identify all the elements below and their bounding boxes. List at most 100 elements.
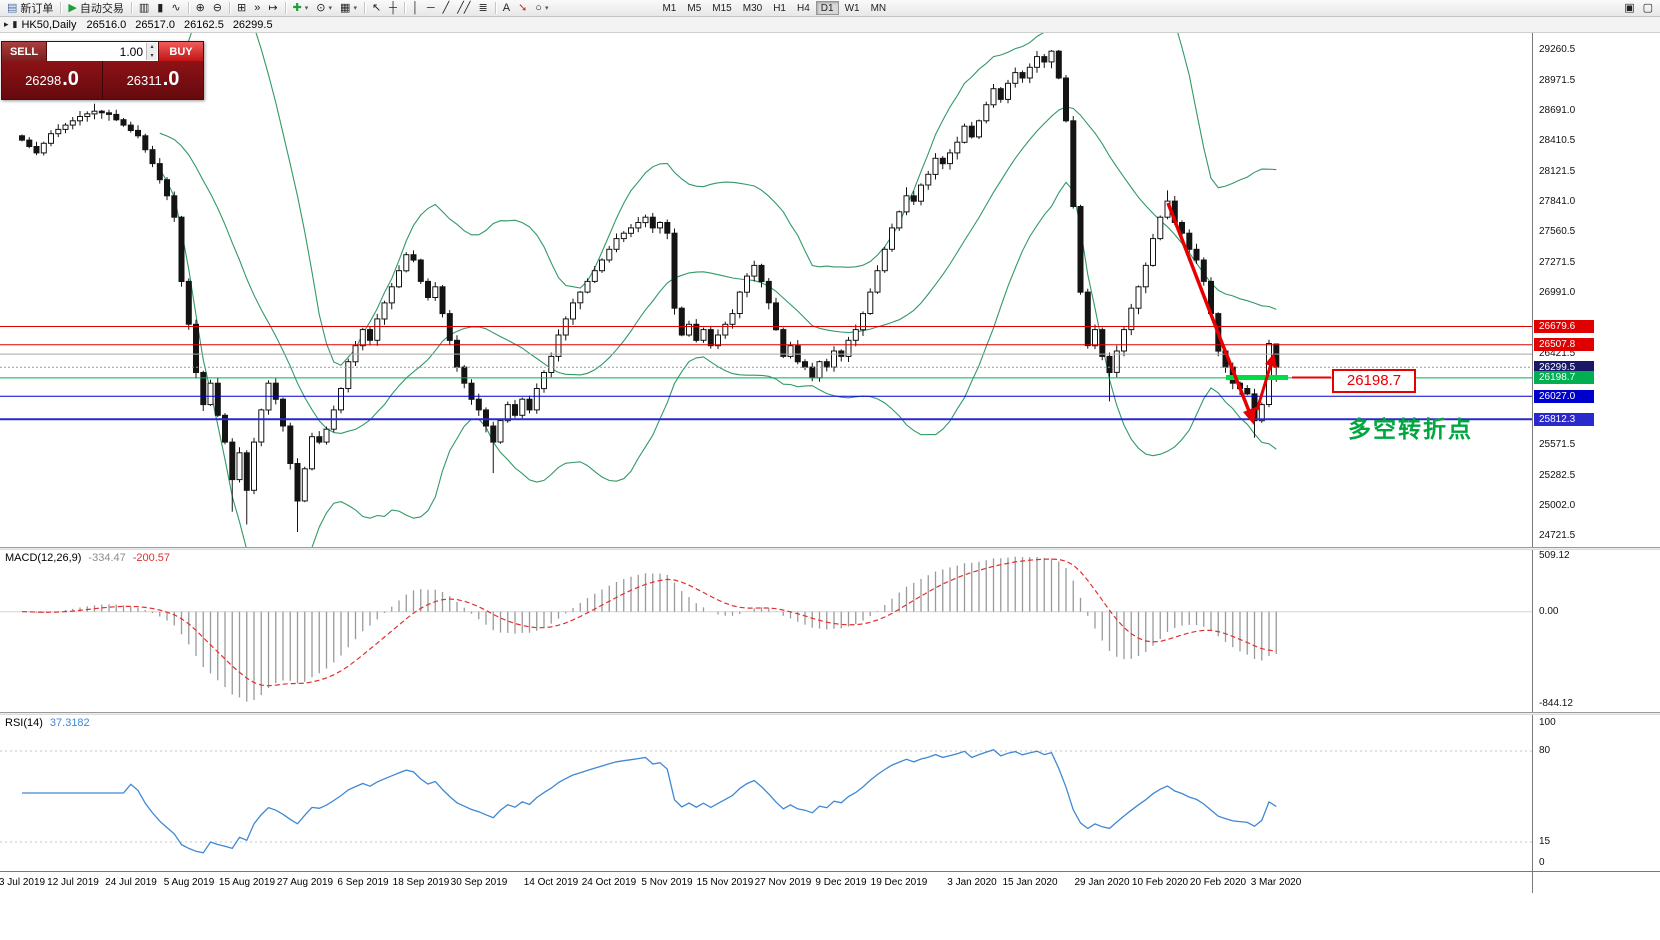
chart-title-bar: ▸ ▮ HK50,Daily 26516.0 26517.0 26162.5 2… (0, 17, 1660, 33)
downtrend-arrowhead (1243, 407, 1256, 425)
timeframe-d1[interactable]: D1 (815, 1, 839, 15)
cursor-button[interactable]: ↖ (368, 1, 385, 16)
panel-splitter[interactable] (0, 712, 1660, 715)
auto-trading-button[interactable]: ▶ 自动交易 (64, 1, 127, 16)
arrows-button[interactable]: ➘ (514, 1, 531, 16)
trendline-button[interactable]: ╱ (439, 1, 454, 16)
candlestick-chart-button[interactable]: ▮ (153, 1, 167, 16)
auto-scroll-button[interactable]: » (250, 1, 264, 16)
zoom-in-button[interactable]: ⊕ (192, 1, 209, 16)
vertical-line-button[interactable]: │ (408, 1, 423, 16)
chart-shift-icon: ↦ (268, 1, 278, 14)
timeframe-m1[interactable]: M1 (662, 3, 677, 14)
rsi-chart (0, 748, 1532, 854)
chart-shift-button[interactable]: ↦ (264, 1, 281, 16)
timeframe-m5[interactable]: M5 (687, 3, 702, 14)
date-tick-label: 3 Jul 2019 (0, 877, 46, 888)
one-click-trading-panel: SELL ▴ ▾ BUY 26298 .0 26311 (1, 41, 204, 100)
turning-point-text[interactable]: 多空转折点 (1348, 416, 1473, 442)
tile-windows-button[interactable]: ⊞ (233, 1, 250, 16)
macd-chart (0, 556, 1532, 702)
date-tick-label: 9 Dec 2019 (815, 877, 867, 888)
rsi-axis-label: 100 (1539, 717, 1556, 728)
new-order-button[interactable]: ▤ 新订单 (3, 1, 57, 16)
volume-input[interactable] (47, 42, 158, 61)
periods-button[interactable]: ⊙ ▾ (312, 1, 336, 16)
zoom-out-icon: ⊖ (212, 1, 222, 14)
price-axis-label: 25282.5 (1539, 470, 1576, 481)
buy-price: 26311 (126, 72, 162, 88)
date-tick-label: 29 Jan 2020 (1074, 877, 1130, 888)
main-chart-panel[interactable]: 29260.5 28971.5 28691.0 28410.5 28121.5 27841… (0, 33, 1660, 547)
sell-button[interactable]: SELL (2, 42, 47, 61)
candlestick-chart-icon: ▮ (157, 1, 164, 14)
zoom-out-button[interactable]: ⊖ (209, 1, 226, 16)
toolbar-button-label: 新订单 (20, 3, 54, 15)
collapse-arrow-icon[interactable]: ▸ (4, 19, 9, 29)
equidistant-channel-button[interactable]: ╱╱ (453, 1, 474, 16)
date-tick-label: 10 Feb 2020 (1131, 877, 1189, 888)
toolbar-separator (494, 2, 496, 14)
line-chart-icon: ∿ (171, 1, 181, 14)
price-axis-label: 27271.5 (1539, 257, 1576, 268)
volume-up-button[interactable]: ▴ (147, 43, 157, 52)
templates-button[interactable]: ▦ ▾ (336, 1, 361, 16)
new-chart-window-icon: ▢ (1642, 1, 1653, 14)
date-tick-label: 5 Nov 2019 (641, 877, 693, 888)
price-axis-label: 26991.0 (1539, 287, 1576, 298)
timeframe-m30[interactable]: M30 (742, 3, 763, 14)
buy-price-area[interactable]: 26311 .0 (103, 61, 203, 99)
toolbar-separator (363, 2, 365, 14)
toolbar-separator (60, 2, 62, 14)
downtrend-arrow[interactable] (1166, 202, 1251, 412)
price-flag[interactable]: 26198.7 (1332, 369, 1416, 393)
bounce-arrow[interactable] (1255, 363, 1273, 411)
price-axis-label: 26421.5 (1539, 348, 1576, 359)
timeframe-h4[interactable]: H4 (796, 3, 810, 14)
timeframe-m15[interactable]: M15 (712, 3, 732, 14)
volume-down-button[interactable]: ▾ (147, 51, 157, 60)
timeframe-h1[interactable]: H1 (773, 3, 786, 14)
buy-button[interactable]: BUY (158, 42, 203, 61)
text-label-button[interactable]: A (499, 1, 514, 16)
price-axis-tag[interactable]: 26507.8 (1534, 338, 1594, 351)
date-tick-label: 20 Feb 2020 (1189, 877, 1247, 888)
timeframe-w1[interactable]: W1 (844, 3, 860, 14)
price-axis-tag[interactable]: 26299.5 (1534, 361, 1594, 374)
panel-splitter[interactable] (0, 547, 1660, 550)
price-axis-tag[interactable]: 25812.3 (1534, 413, 1594, 426)
indicators-button[interactable]: ✚ ▾ (289, 1, 313, 16)
new-order-icon: ▤ (7, 1, 18, 14)
horizontal-level-lines[interactable] (0, 326, 1532, 421)
chart-symbol-period: HK50,Daily (21, 18, 77, 31)
tile-windows-icon: ⊞ (237, 1, 247, 14)
date-tick-label: 27 Aug 2019 (276, 877, 334, 888)
sell-price-area[interactable]: 26298 .0 (2, 61, 102, 99)
fibonacci-button[interactable]: ≣ (475, 1, 492, 16)
support-segment[interactable] (1226, 375, 1288, 380)
timeframe-mn[interactable]: MN (870, 3, 887, 14)
horizontal-line-button[interactable]: ─ (423, 1, 439, 16)
rsi-panel: RSI(14) 37.3182 (0, 715, 1532, 871)
price-axis-tag[interactable]: 26198.7 (1534, 371, 1594, 384)
sell-price: 26298 (25, 72, 62, 88)
bar-chart-button[interactable]: ▥ (135, 1, 153, 16)
drawn-objects[interactable] (1166, 202, 1331, 425)
new-chart-window-button[interactable]: ▢ (1639, 1, 1657, 16)
dock-window-button[interactable]: ▣ (1620, 1, 1638, 16)
rsi-value: 37.3182 (49, 717, 90, 729)
crosshair-button[interactable]: ┼ (385, 1, 401, 16)
line-chart-button[interactable]: ∿ (167, 1, 184, 16)
price-axis-tag[interactable]: 26027.0 (1534, 390, 1594, 403)
date-tick-label: 14 Oct 2019 (523, 877, 579, 888)
shapes-button[interactable]: ○ ▾ (531, 1, 552, 16)
rsi-axis-label: 0 (1539, 857, 1545, 868)
macd-signal-value: -200.57 (132, 552, 171, 564)
macd-panel: MACD(12,26,9) -334.47 -200.57 (0, 550, 1532, 712)
price-axis-tag[interactable]: 26679.6 (1534, 320, 1594, 333)
candlestick-mini-icon: ▮ (12, 19, 18, 29)
fibonacci-icon: ≣ (478, 1, 488, 14)
ohlc-low: 26162.5 (184, 18, 224, 31)
rsi-line (22, 748, 1277, 854)
date-tick-label: 3 Mar 2020 (1250, 877, 1302, 888)
